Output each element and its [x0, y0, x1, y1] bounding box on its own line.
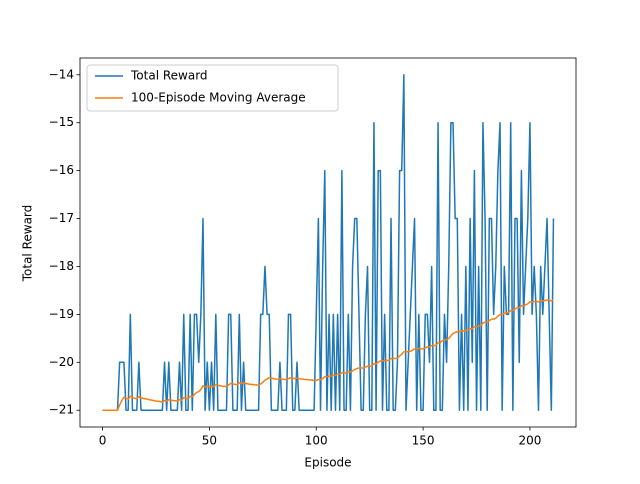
y-tick-label: −14 [49, 67, 74, 81]
y-tick-label: −21 [49, 403, 74, 417]
y-tick-label: −17 [49, 211, 74, 225]
x-tick-label: 150 [412, 434, 435, 448]
y-tick-label: −18 [49, 259, 74, 273]
x-tick-label: 0 [99, 434, 107, 448]
data-line [102, 299, 554, 411]
data-line [102, 74, 555, 411]
y-tick-label: −16 [49, 163, 74, 177]
y-axis-label: Total Reward [21, 205, 35, 283]
legend-label: 100-Episode Moving Average [131, 91, 306, 105]
y-tick-label: −15 [49, 115, 74, 129]
legend-label: Total Reward [130, 69, 208, 83]
x-tick-label: 100 [305, 434, 328, 448]
y-tick-label: −19 [49, 307, 74, 321]
y-tick-label: −20 [49, 355, 74, 369]
legend-box [86, 64, 339, 112]
plot-frame [79, 57, 577, 428]
x-tick-label: 200 [518, 434, 541, 448]
x-axis-label: Episode [304, 456, 351, 470]
x-tick-label: 50 [202, 434, 217, 448]
